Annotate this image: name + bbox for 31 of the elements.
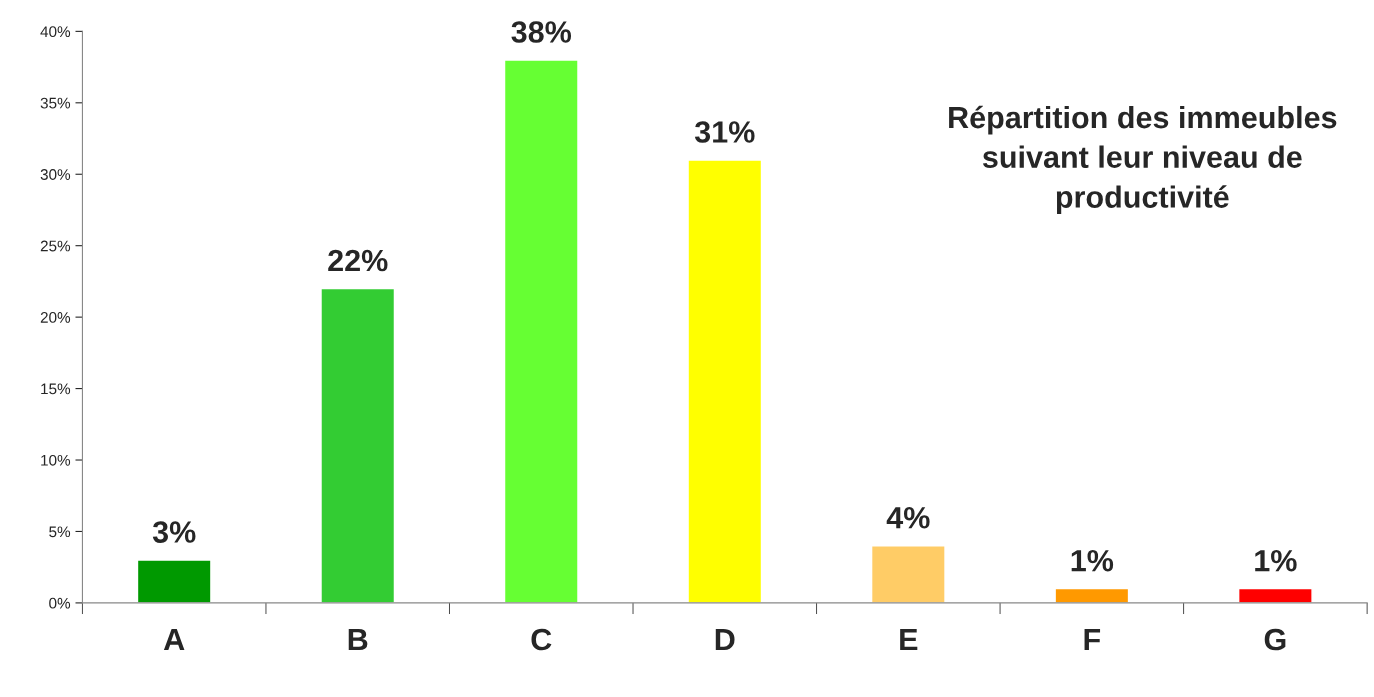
y-tick-label: 10% — [41, 454, 71, 466]
x-tick-label: B — [348, 629, 368, 651]
x-tick-label: G — [1264, 628, 1286, 651]
y-tick-label: 15% — [41, 383, 71, 395]
y-tick-label: 35% — [40, 97, 71, 109]
y-tick-label: 0% — [49, 597, 71, 609]
x-tick-label: F — [1084, 629, 1101, 651]
text: Répartition des immeubles suivant leur niveau de productivité — [949, 105, 1337, 214]
data-label: 31% — [694, 121, 755, 143]
bar — [503, 59, 579, 603]
x-tick-label: E — [900, 629, 918, 651]
x-tick-label: D — [715, 629, 735, 651]
data-label: 1% — [1071, 549, 1114, 572]
y-tick-label: 40% — [40, 26, 71, 38]
data-label: 3% — [152, 521, 196, 543]
bar — [320, 287, 396, 603]
x-tick-label: A — [163, 629, 185, 651]
bar — [136, 559, 212, 603]
bar — [687, 159, 763, 603]
bar — [1054, 587, 1130, 603]
bar — [1237, 587, 1313, 603]
y-tick-label: 20% — [40, 312, 71, 323]
y-tick-label: 25% — [40, 240, 71, 252]
bar — [870, 545, 946, 603]
x-tick-label: C — [531, 628, 552, 651]
data-label: 1% — [1255, 549, 1297, 572]
data-label: 4% — [886, 507, 930, 529]
data-label: 38% — [511, 21, 572, 43]
y-tick-label: 30% — [40, 169, 71, 180]
data-label: 22% — [328, 249, 388, 272]
y-tick-label: 5% — [49, 526, 71, 538]
